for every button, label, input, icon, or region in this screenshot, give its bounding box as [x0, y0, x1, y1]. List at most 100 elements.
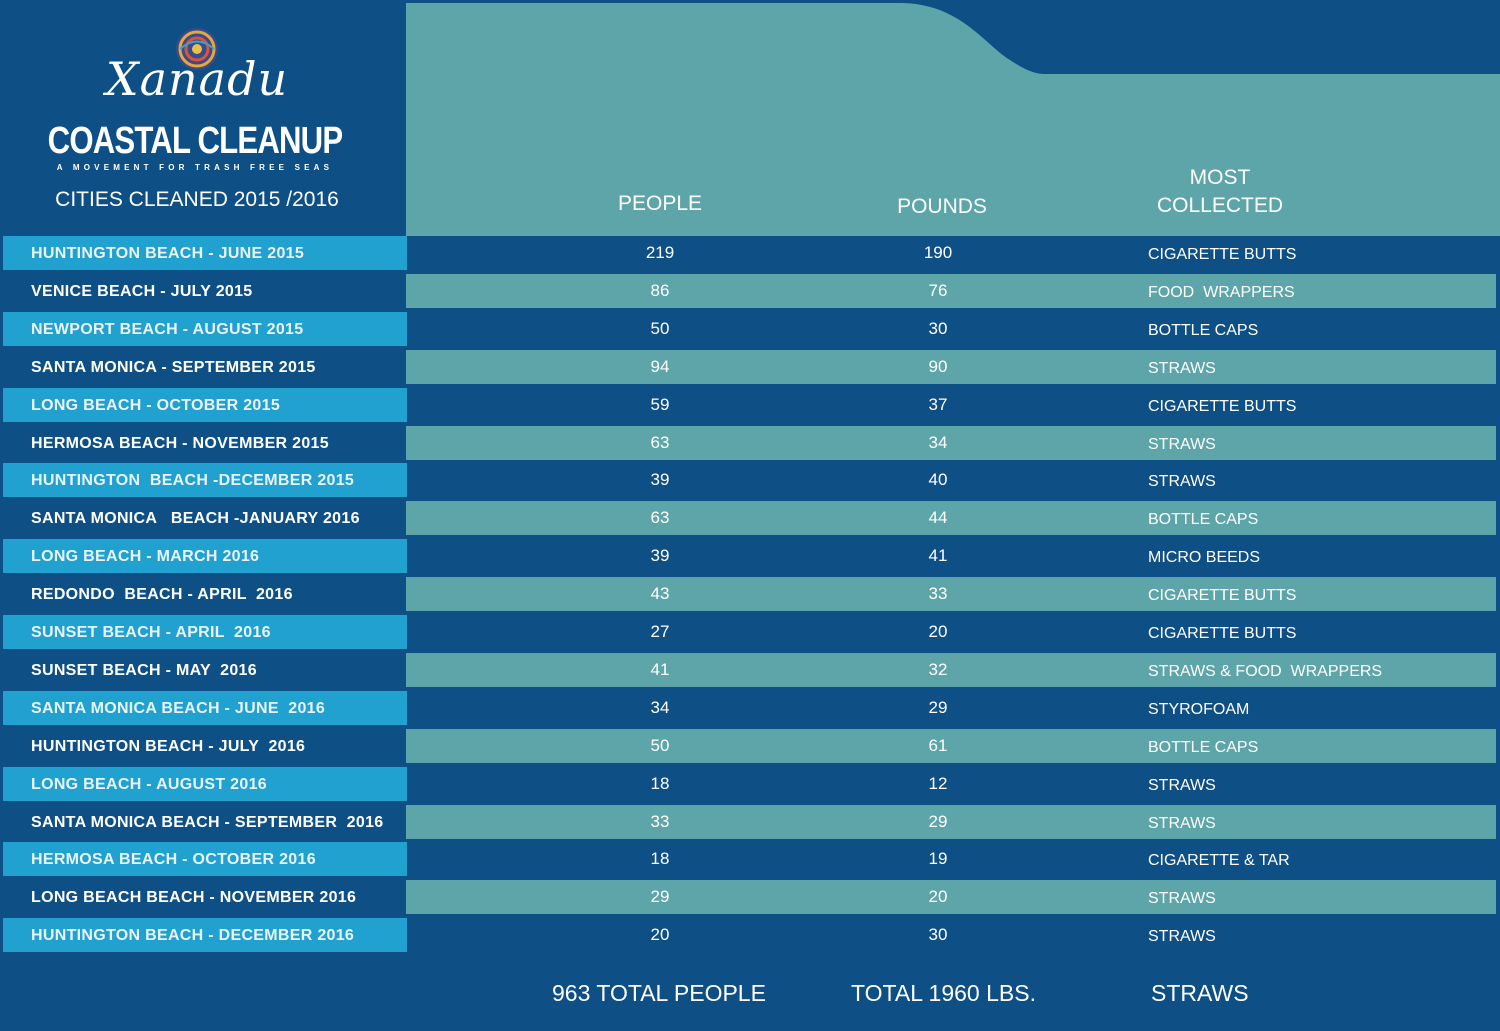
row-band-right	[406, 273, 1496, 308]
row-pounds: 34	[928, 432, 948, 452]
table-row: REDONDO BEACH - APRIL 2016 43 33 CIGARETTE …	[0, 577, 1500, 615]
logo-emblem-icon	[176, 28, 218, 70]
total-most-collected: STRAWS	[1151, 980, 1249, 1006]
brand-title: COASTAL CLEANUP	[47, 120, 344, 162]
row-people: 63	[650, 508, 670, 528]
table-row: VENICE BEACH - JULY 2015 86 76 FOOD WRAPPER…	[0, 273, 1500, 312]
row-most-collected: STYROFOAM	[1148, 700, 1250, 718]
table-row: SUNSET BEACH - MAY 2016 41 32 STRAWS & FOOD…	[0, 652, 1500, 691]
row-band-left	[3, 311, 407, 346]
row-band-left	[3, 615, 407, 649]
row-people: 63	[650, 432, 670, 452]
row-pounds: 37	[928, 394, 948, 414]
row-people: 27	[650, 622, 670, 641]
table-row: SANTA MONICA BEACH - SEPTEMBER 2016 33 29 S…	[0, 804, 1500, 843]
row-band-right	[406, 577, 1496, 612]
row-city: SUNSET BEACH - APRIL 2016	[31, 624, 271, 641]
row-most-collected: STRAWS & FOOD WRAPPERS	[1148, 662, 1383, 680]
row-pounds: 20	[928, 887, 948, 907]
row-most-collected: CIGARETTE BUTTS	[1148, 246, 1297, 263]
row-band-right	[406, 652, 1496, 687]
row-pounds: 33	[928, 584, 948, 604]
row-people: 50	[650, 735, 670, 755]
row-most-collected: BOTTLE CAPS	[1148, 738, 1259, 756]
row-pounds: 61	[928, 735, 948, 755]
row-pounds: 12	[928, 773, 948, 793]
brand-tagline: A MOVEMENT FOR TRASH FREE SEAS	[56, 163, 334, 172]
row-most-collected: CIGARETTE BUTTS	[1148, 397, 1297, 415]
row-most-collected: CIGARETTE BUTTS	[1148, 625, 1297, 642]
header-most-collected: MOST COLLECTED	[1120, 164, 1320, 220]
header-people: PEOPLE	[617, 192, 703, 215]
brand-panel: Xanadu COASTAL CLEANUP A MOVEMENT FOR TR…	[0, 0, 406, 236]
table-row: HUNTINGTON BEACH - JUNE 2015 219 190 CIGARE…	[0, 236, 1500, 274]
table-row: LONG BEACH BEACH - NOVEMBER 2016 29 20 STRA…	[0, 880, 1500, 918]
table-row: SANTA MONICA - SEPTEMBER 2015 94 90 STRAWS	[0, 349, 1500, 388]
row-band-right	[406, 425, 1496, 460]
row-city: SANTA MONICA BEACH -JANUARY 2016	[31, 510, 360, 528]
total-pounds: TOTAL 1960 LBS.	[851, 980, 1036, 1006]
row-city: HUNTINGTON BEACH -DECEMBER 2015	[31, 472, 355, 490]
row-most-collected: MICRO BEEDS	[1148, 549, 1261, 567]
row-city: HUNTINGTON BEACH - DECEMBER 2016	[31, 927, 355, 945]
row-people: 39	[650, 546, 670, 566]
row-most-collected: BOTTLE CAPS	[1148, 511, 1259, 529]
row-pounds: 20	[928, 622, 948, 641]
row-people: 219	[645, 243, 675, 262]
header-pounds: POUNDS	[897, 195, 987, 218]
row-pounds: 40	[928, 470, 948, 490]
row-people: 50	[650, 318, 670, 338]
brand-subtitle: CITIES CLEANED 2015 /2016	[55, 188, 339, 211]
row-people: 18	[650, 849, 670, 869]
row-band-right	[406, 501, 1496, 536]
table-row: HERMOSA BEACH - OCTOBER 2016 18 19 CIGARETT…	[0, 842, 1500, 880]
row-most-collected: STRAWS	[1148, 359, 1216, 377]
row-city: LONG BEACH - MARCH 2016	[31, 548, 260, 566]
row-city: HERMOSA BEACH - NOVEMBER 2015	[31, 434, 329, 452]
row-pounds: 44	[928, 508, 948, 528]
row-most-collected: STRAWS	[1148, 776, 1216, 794]
row-pounds: 29	[928, 811, 948, 831]
row-most-collected: STRAWS	[1148, 928, 1216, 946]
table-row: NEWPORT BEACH - AUGUST 2015 50 30 BOTTLE CA…	[0, 311, 1500, 350]
row-people: 59	[650, 394, 670, 414]
row-band-left	[3, 236, 407, 270]
row-pounds: 90	[928, 356, 948, 376]
header-most-line2: COLLECTED	[1156, 194, 1284, 217]
row-pounds: 76	[928, 280, 948, 300]
table-row: HERMOSA BEACH - NOVEMBER 2015 63 34 STRAWS	[0, 425, 1500, 464]
row-band-left	[3, 690, 407, 725]
row-most-collected: STRAWS	[1148, 473, 1216, 491]
row-most-collected: BOTTLE CAPS	[1148, 321, 1259, 339]
row-most-collected: FOOD WRAPPERS	[1148, 283, 1295, 301]
row-city: SANTA MONICA BEACH - SEPTEMBER 2016	[31, 813, 384, 831]
row-city: LONG BEACH BEACH - NOVEMBER 2016	[31, 889, 357, 907]
row-people: 86	[650, 280, 670, 300]
logo-wordmark: Xanadu	[105, 52, 289, 106]
table-row: SANTA MONICA BEACH - JUNE 2016 34 29 STYROF…	[0, 690, 1500, 729]
row-most-collected: STRAWS	[1148, 890, 1216, 908]
row-city: HUNTINGTON BEACH - JULY 2016	[31, 737, 306, 755]
table-row: HUNTINGTON BEACH - JULY 2016 50 61 BOTTLE C…	[0, 728, 1500, 767]
header-most-line1: MOST	[1189, 166, 1251, 189]
row-band-right	[406, 880, 1496, 915]
row-city: LONG BEACH - OCTOBER 2015	[31, 396, 281, 414]
row-city: SUNSET BEACH - MAY 2016	[31, 661, 257, 679]
row-band-left	[3, 842, 407, 877]
row-band-right	[406, 804, 1496, 839]
row-people: 39	[650, 470, 670, 490]
row-people: 18	[650, 773, 670, 793]
table-row: SUNSET BEACH - APRIL 2016 27 20 CIGARETTE B…	[0, 615, 1500, 653]
row-people: 34	[650, 697, 670, 717]
row-most-collected: CIGARETTE & TAR	[1148, 852, 1290, 870]
row-pounds: 29	[928, 697, 948, 717]
row-people: 94	[650, 356, 670, 376]
row-band-right	[406, 349, 1496, 384]
row-most-collected: CIGARETTE BUTTS	[1148, 587, 1297, 605]
row-band-left	[3, 387, 407, 422]
row-band-left	[3, 539, 407, 574]
row-city: HERMOSA BEACH - OCTOBER 2016	[31, 851, 316, 869]
row-city: SANTA MONICA BEACH - JUNE 2016	[31, 699, 326, 717]
table-row: SANTA MONICA BEACH -JANUARY 2016 63 44 BOTT…	[0, 501, 1500, 539]
